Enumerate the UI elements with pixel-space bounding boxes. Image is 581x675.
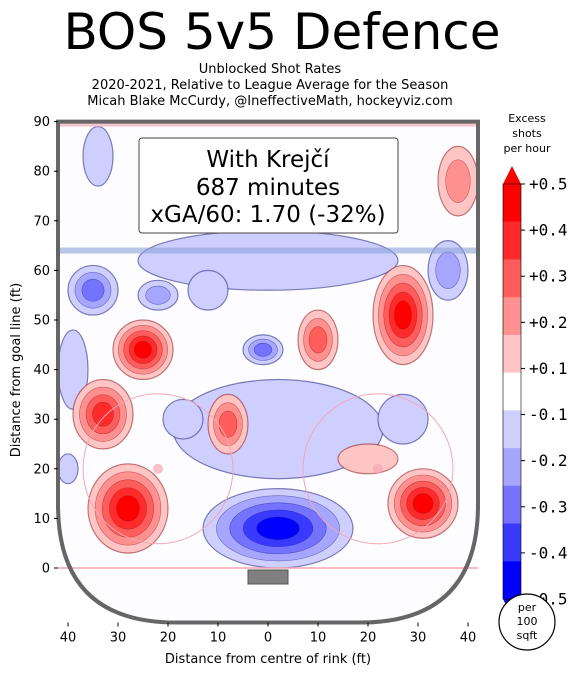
- y-tick-label: 10: [33, 512, 50, 527]
- x-tick-label: 40: [60, 631, 77, 646]
- faceoff-dot-right: [373, 463, 383, 474]
- info-xga: xGA/60: 1.70 (-32%): [150, 202, 385, 228]
- heat-blob: [387, 468, 459, 539]
- info-player: With Krejčí: [206, 147, 330, 173]
- heat-blob: [72, 378, 134, 450]
- y-axis-label: Distance from goal line (ft): [9, 283, 24, 457]
- blue-line: [58, 247, 478, 254]
- colorbar-tick-label: +0.1: [529, 359, 568, 378]
- heat-regions: [58, 125, 478, 569]
- heat-blob: [137, 279, 179, 311]
- per-area-badge: per 100 sqft: [498, 593, 556, 651]
- info-minutes: 687 minutes: [196, 175, 340, 201]
- colorbar-tick-label: -0.1: [529, 405, 568, 424]
- info-box: With Krejčí 687 minutes xGA/60: 1.70 (-3…: [138, 137, 399, 234]
- heat-blob: [207, 393, 249, 455]
- heat-blob: [377, 393, 429, 445]
- heat-blob: [427, 240, 469, 301]
- heat-blob: [242, 334, 284, 366]
- axes: 0 10 20 30 40 50 60 70 80 90 40 30 20 10 0 10 20 30 40: [33, 115, 476, 645]
- x-tick-label: 30: [410, 631, 427, 646]
- colorbar-title-1: Excess: [508, 112, 546, 125]
- heat-blob: [202, 488, 354, 569]
- colorbar-title-2: shots: [512, 127, 542, 140]
- boards: [56, 119, 480, 625]
- colorbar-cell: [503, 523, 521, 562]
- colorbar-tick-label: -0.4: [529, 543, 568, 562]
- x-tick-label: 20: [360, 631, 377, 646]
- x-tick-label: 10: [210, 631, 227, 646]
- per-area-line-1: per: [518, 601, 537, 614]
- colorbar-tick-label: -0.3: [529, 497, 568, 516]
- x-tick-label: 30: [110, 631, 127, 646]
- heat-blob: [437, 145, 478, 217]
- heat-blob: [67, 264, 119, 316]
- colorbar-cell: [503, 372, 521, 411]
- heat-blob: [297, 309, 339, 371]
- heat-blob: [82, 125, 114, 187]
- rink-markings: [56, 119, 480, 625]
- y-tick-label: 20: [33, 462, 50, 477]
- colorbar-cell: [503, 184, 521, 223]
- heat-blob: [112, 319, 174, 381]
- heat-blob: [372, 264, 434, 366]
- heat-blob: [58, 453, 79, 485]
- colorbar-cell: [503, 485, 521, 525]
- heat-blob: [162, 398, 204, 440]
- per-area-line-3: sqft: [517, 629, 538, 642]
- heat-blob: [137, 230, 399, 291]
- goal-net: [247, 569, 289, 585]
- colorbar-tick-label: +0.5: [529, 175, 568, 194]
- per-area-line-2: 100: [517, 615, 538, 628]
- faceoff-circle-right: [302, 393, 454, 545]
- colorbar-cell: [503, 221, 521, 260]
- y-tick-label: 60: [33, 264, 50, 279]
- colorbar-tick-label: +0.4: [529, 221, 568, 240]
- y-tick-label: 40: [33, 363, 50, 378]
- colorbar-cell: [503, 448, 521, 487]
- x-tick-label: 0: [264, 631, 272, 646]
- colorbar: Excess shots per hour +0.5 +0.4 +0.3 +0.2 +0…: [502, 112, 568, 617]
- y-tick-label: 70: [33, 214, 50, 229]
- y-tick-label: 0: [42, 562, 50, 577]
- colorbar-tick-label: +0.3: [529, 267, 568, 286]
- subtitle-line-3: Micah Blake McCurdy, @IneffectiveMath, h…: [87, 94, 453, 109]
- centre-line: [58, 121, 478, 127]
- y-tick-label: 50: [33, 314, 50, 329]
- colorbar-title-3: per hour: [504, 142, 551, 155]
- y-tick-label: 80: [33, 165, 50, 180]
- subtitle-line-2: 2020-2021, Relative to League Average fo…: [91, 78, 449, 93]
- colorbar-cell: [503, 297, 521, 336]
- chart-title: BOS 5v5 Defence: [63, 3, 501, 61]
- heat-blob: [87, 463, 169, 554]
- colorbar-tick-label: +0.2: [529, 313, 568, 332]
- y-tick-label: 30: [33, 413, 50, 428]
- y-tick-label: 90: [33, 115, 50, 130]
- colorbar-tick-label: -0.2: [529, 451, 568, 470]
- x-tick-label: 10: [310, 631, 327, 646]
- heat-blob: [337, 443, 399, 475]
- x-tick-label: 40: [460, 631, 477, 646]
- x-axis-label: Distance from centre of rink (ft): [165, 652, 371, 667]
- subtitle-line-1: Unblocked Shot Rates: [198, 62, 342, 77]
- heat-blob: [187, 269, 229, 311]
- colorbar-cell: [503, 259, 521, 298]
- colorbar-cell: [503, 410, 521, 449]
- colorbar-cell: [503, 561, 521, 600]
- faceoff-circle-left: [82, 393, 234, 545]
- colorbar-cell: [503, 334, 521, 374]
- colorbar-top-arrow: [503, 166, 521, 184]
- x-tick-label: 20: [160, 631, 177, 646]
- faceoff-dot-left: [153, 463, 163, 474]
